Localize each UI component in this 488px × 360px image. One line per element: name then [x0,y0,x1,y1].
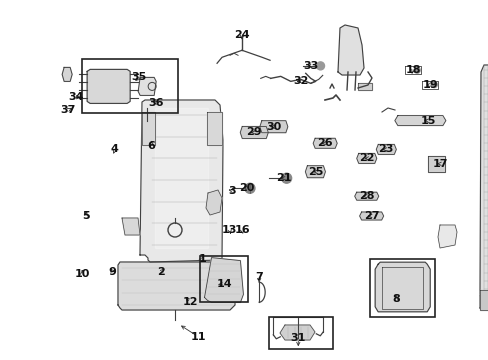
Text: 24: 24 [234,30,249,40]
Polygon shape [359,212,383,220]
Text: 12: 12 [183,297,198,307]
Polygon shape [376,144,395,154]
Text: 1: 1 [199,254,206,264]
Text: 6: 6 [147,141,155,151]
Polygon shape [312,138,337,148]
Text: 17: 17 [431,159,447,169]
Polygon shape [122,218,140,235]
Text: 15: 15 [419,116,435,126]
Text: 28: 28 [358,191,374,201]
Text: 2: 2 [157,267,165,277]
Polygon shape [155,108,207,248]
Polygon shape [427,156,444,172]
Polygon shape [206,112,222,145]
Polygon shape [394,116,445,126]
Circle shape [244,183,254,193]
Polygon shape [437,225,456,248]
Text: 3: 3 [228,186,236,196]
Text: 14: 14 [217,279,232,289]
Text: 23: 23 [378,144,393,154]
Polygon shape [280,325,314,340]
Text: 16: 16 [234,225,249,235]
Text: 35: 35 [131,72,147,82]
Polygon shape [357,83,371,90]
Polygon shape [142,112,155,145]
Text: 27: 27 [363,211,379,221]
Polygon shape [305,166,325,178]
Text: 10: 10 [74,269,90,279]
Text: 26: 26 [317,138,332,148]
Text: 37: 37 [61,105,76,115]
Bar [369,259,434,317]
Text: 25: 25 [307,167,323,177]
Polygon shape [140,100,223,262]
Polygon shape [354,192,378,200]
Circle shape [413,67,419,73]
Text: 8: 8 [391,294,399,304]
Text: 32: 32 [292,76,308,86]
Text: 7: 7 [255,272,263,282]
Circle shape [281,173,291,183]
Polygon shape [374,262,429,312]
Text: 21: 21 [275,173,291,183]
Text: 13: 13 [222,225,237,235]
Text: 22: 22 [358,153,374,163]
Text: 31: 31 [290,333,305,343]
Text: 19: 19 [422,80,437,90]
Text: 33: 33 [302,61,318,71]
Polygon shape [259,121,287,133]
Polygon shape [479,65,488,308]
Polygon shape [118,262,235,310]
Text: 4: 4 [111,144,119,154]
Polygon shape [87,69,130,103]
Polygon shape [337,25,363,75]
Polygon shape [138,77,156,95]
Text: 36: 36 [148,98,164,108]
Text: 18: 18 [405,65,420,75]
Text: 34: 34 [68,92,83,102]
Text: 30: 30 [265,122,281,132]
Polygon shape [479,292,488,310]
Text: 11: 11 [190,332,205,342]
Polygon shape [62,67,72,81]
Text: 9: 9 [108,267,116,277]
Polygon shape [479,290,488,310]
Polygon shape [240,126,268,139]
Bar [82,59,178,113]
Bar [268,317,332,349]
Text: 29: 29 [246,127,262,138]
Polygon shape [205,190,222,215]
Text: 5: 5 [81,211,89,221]
Circle shape [430,82,436,87]
Polygon shape [204,258,243,302]
Circle shape [316,62,324,70]
Polygon shape [356,153,376,163]
Bar [199,256,248,302]
Text: 20: 20 [239,183,254,193]
